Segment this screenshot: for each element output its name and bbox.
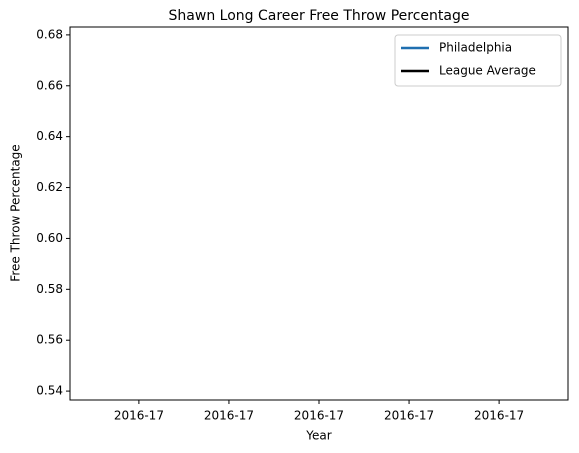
y-tick-label: 0.64 <box>36 129 63 143</box>
y-tick-label: 0.58 <box>36 282 63 296</box>
y-tick-label: 0.56 <box>36 333 63 347</box>
x-tick-label: 2016-17 <box>294 409 344 423</box>
legend-label: Philadelphia <box>439 41 512 55</box>
x-tick-label: 2016-17 <box>384 409 434 423</box>
y-tick-label: 0.68 <box>36 27 63 41</box>
y-axis-label: Free Throw Percentage <box>9 144 23 281</box>
x-axis-label: Year <box>305 429 331 443</box>
y-tick-label: 0.66 <box>36 78 63 92</box>
legend-box <box>394 34 562 87</box>
chart-title: Shawn Long Career Free Throw Percentage <box>169 8 470 24</box>
x-tick-label: 2016-17 <box>114 409 164 423</box>
y-tick-label: 0.54 <box>36 384 63 398</box>
y-tick-label: 0.62 <box>36 180 63 194</box>
x-tick-label: 2016-17 <box>474 409 524 423</box>
legend-label: League Average <box>439 64 536 78</box>
y-tick-label: 0.60 <box>36 231 63 245</box>
x-tick-label: 2016-17 <box>204 409 254 423</box>
